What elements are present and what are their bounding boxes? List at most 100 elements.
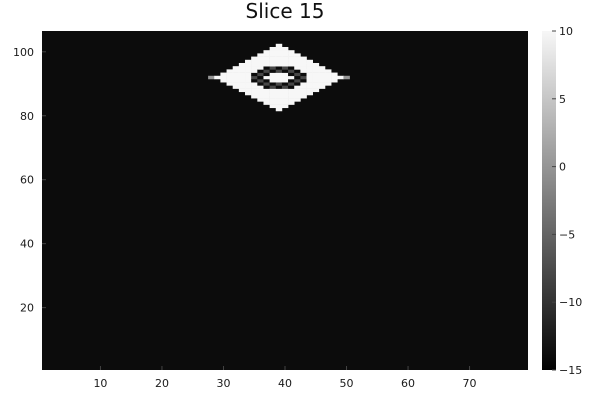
heatmap-cell: [288, 56, 295, 61]
heatmap-cell: [294, 82, 301, 86]
heatmap-cell: [251, 72, 258, 77]
x-tick-label: 20: [155, 377, 169, 390]
heatmap-cell: [318, 66, 326, 70]
x-tick-label: 60: [401, 377, 415, 390]
heatmap-cell: [238, 82, 246, 86]
heatmap-cell: [294, 59, 301, 64]
heatmap-cell: [300, 56, 307, 61]
heatmap-cell: [232, 85, 240, 89]
heatmap-cells: [42, 31, 528, 370]
heatmap-cell: [300, 94, 307, 99]
heatmap-cell: [281, 75, 289, 80]
heatmap-cell: [312, 82, 320, 86]
heatmap-cell: [263, 85, 270, 89]
heatmap-cell: [288, 62, 295, 67]
heatmap-cell: [324, 69, 332, 73]
heatmap-cell: [245, 82, 252, 86]
heatmap-cell: [269, 104, 277, 109]
heatmap-cell: [281, 91, 289, 96]
heatmap-cell: [220, 72, 227, 77]
heatmap-cell: [281, 98, 289, 102]
heatmap-cell: [257, 69, 264, 73]
heatmap-cell: [238, 85, 246, 89]
heatmap-cell: [269, 72, 277, 77]
colorbar-tick-label: −10: [559, 296, 582, 309]
heatmap-cell: [257, 66, 264, 70]
colorbar-gradient: [542, 31, 556, 370]
colorbar-tick-label: −15: [559, 364, 582, 377]
heatmap-cell: [318, 72, 326, 77]
heatmap-cell: [312, 72, 320, 77]
heatmap-cell: [275, 107, 283, 112]
heatmap-cell: [306, 91, 313, 96]
heatmap-cell: [220, 78, 227, 83]
heatmap-cell: [257, 53, 264, 57]
heatmap-cell: [300, 82, 307, 86]
heatmap-cell: [269, 88, 277, 93]
heatmap-cell: [288, 72, 295, 77]
heatmap-cell: [300, 85, 307, 89]
x-tick-label: 10: [93, 377, 107, 390]
heatmap-cell: [208, 75, 215, 80]
heatmap-cell: [251, 91, 258, 96]
heatmap-cell: [269, 50, 277, 54]
heatmap-cell: [337, 75, 344, 80]
heatmap-cell: [257, 75, 264, 80]
heatmap-cell: [263, 59, 270, 64]
heatmap-cell: [251, 94, 258, 99]
heatmap-cell: [288, 88, 295, 93]
heatmap-cell: [331, 78, 338, 83]
heatmap-cell: [257, 56, 264, 61]
heatmap-cell: [257, 78, 264, 83]
y-tick-label: 60: [20, 174, 34, 187]
heatmap-cell: [232, 66, 240, 70]
heatmap-cell: [238, 72, 246, 77]
heatmap-cell: [232, 72, 240, 77]
x-tick-label: 30: [216, 377, 230, 390]
x-axis: 10 20 30 40 50 60 70: [93, 366, 477, 390]
heatmap-cell: [245, 69, 252, 73]
y-tick-label: 40: [20, 238, 34, 251]
heatmap-cell: [281, 50, 289, 54]
heatmap-cell: [281, 56, 289, 61]
heatmap-cell: [263, 101, 270, 105]
heatmap-cell: [288, 82, 295, 86]
heatmap-cell: [312, 69, 320, 73]
heatmap-cell: [226, 75, 234, 80]
heatmap-cell: [300, 72, 307, 77]
colorbar: 10 5 0 −5 −10 −15: [542, 25, 582, 377]
heatmap-cell: [257, 98, 264, 102]
heatmap-cell: [263, 56, 270, 61]
heatmap-cell: [288, 50, 295, 54]
heatmap-cell: [294, 75, 301, 80]
heatmap-cell: [251, 69, 258, 73]
heatmap-cell: [281, 66, 289, 70]
heatmap-cell: [238, 69, 246, 73]
heatmap-cell: [226, 69, 234, 73]
heatmap-cell: [288, 98, 295, 102]
heatmap-cell: [300, 62, 307, 67]
y-tick-label: 80: [20, 110, 34, 123]
heatmap-cell: [288, 78, 295, 83]
heatmap-cell: [251, 59, 258, 64]
heatmap-cell: [281, 78, 289, 83]
y-tick-label: 20: [20, 302, 34, 315]
heatmap-cell: [275, 91, 283, 96]
heatmap-cell: [238, 66, 246, 70]
heatmap-cell: [263, 91, 270, 96]
heatmap-cell: [288, 75, 295, 80]
heatmap-cell: [281, 72, 289, 77]
heatmap-cell: [263, 88, 270, 93]
heatmap-cell: [251, 62, 258, 67]
colorbar-tick-label: 10: [559, 25, 573, 38]
heatmap-cell: [238, 62, 246, 67]
heatmap-cell: [263, 53, 270, 57]
heatmap-cell: [281, 62, 289, 67]
heatmap-cell: [251, 82, 258, 86]
heatmap-cell: [245, 75, 252, 80]
heatmap-cell: [269, 91, 277, 96]
colorbar-tick-label: 0: [559, 161, 566, 174]
heatmap-cell: [269, 69, 277, 73]
heatmap-cell: [281, 94, 289, 99]
